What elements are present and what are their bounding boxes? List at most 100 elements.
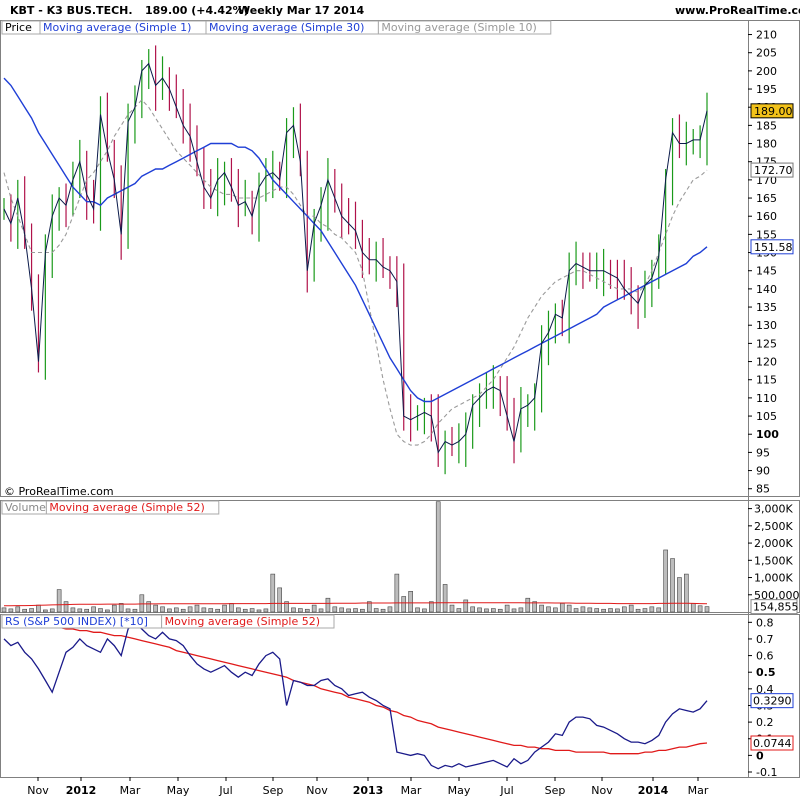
volume-bar [566, 604, 572, 613]
price-tick-label: 165 [756, 192, 777, 205]
volume-bar [105, 609, 110, 613]
volume-bar [43, 609, 48, 613]
volume-bar [91, 606, 96, 613]
volume-bar [29, 608, 34, 613]
volume-bar [187, 606, 193, 613]
volume-bar [456, 608, 462, 613]
volume-last-tag-box [750, 599, 798, 615]
volume-bar [270, 573, 276, 613]
x-tick-label: Nov [27, 784, 49, 797]
volume-last-tag: 154,855 [753, 601, 799, 614]
volume-bar [353, 608, 358, 613]
price-tick-label: 100 [756, 428, 779, 441]
rs-tick-label: -0.1 [756, 766, 777, 779]
volume-bar [435, 501, 441, 613]
volume-bar [236, 607, 241, 613]
volume-bar [15, 606, 21, 613]
ma10-price-tag: 172.70 [754, 164, 793, 177]
x-tick-label: 2013 [353, 784, 384, 797]
volume-bar [111, 604, 117, 613]
rs-legend-box [161, 614, 335, 629]
rs-value-tag: 0.3290 [753, 695, 792, 708]
volume-bar [98, 608, 103, 613]
volume-bar [553, 607, 558, 613]
volume-bar [311, 604, 317, 613]
volume-bar [594, 608, 600, 613]
volume-bar [256, 609, 262, 613]
price-legend-item: Moving average (Simple 1) [43, 21, 191, 34]
volume-bar [304, 608, 310, 613]
price-legend-box [377, 20, 552, 35]
rs-ma-value-tag: 0.0744 [753, 737, 792, 750]
rs-line [3, 621, 708, 770]
site-label: www.ProRealTime.com [675, 4, 800, 17]
volume-bar [401, 596, 407, 613]
volume-bar [298, 608, 303, 613]
volume-bar [684, 573, 689, 613]
volume-bar [615, 608, 620, 613]
volume-bar [366, 601, 372, 613]
price-tick-label: 185 [756, 119, 777, 132]
volume-bar [491, 608, 496, 613]
x-tick-label: Nov [306, 784, 328, 797]
x-tick-label: 2012 [66, 784, 97, 797]
chart-header: KBT - K3 BUS.TECH. 189.00 (+4.42%) Weekl… [0, 0, 800, 20]
rs-tick-label: 0.6 [756, 650, 774, 663]
rs-tick-label: 0.8 [756, 616, 774, 629]
volume-bar [222, 604, 227, 613]
volume-bar [22, 608, 27, 613]
x-tick-label: Nov [591, 784, 613, 797]
volume-bar [318, 608, 324, 613]
x-tick-label: Mar [401, 784, 422, 797]
volume-bar [215, 608, 220, 613]
volume-bar [477, 607, 482, 613]
last-quote: 189.00 (+4.42%) [145, 4, 249, 17]
volume-bar [332, 606, 338, 613]
volume-tick-label: 3,000K [754, 503, 793, 516]
volume-bar [263, 608, 269, 613]
price-tick-label: 125 [756, 337, 777, 350]
volume-bar [497, 608, 503, 613]
price-tick-label: 160 [756, 210, 777, 223]
volume-bar [539, 604, 544, 613]
price-tick-label: 140 [756, 283, 777, 296]
volume-bar [153, 604, 158, 613]
volume-bar [697, 605, 703, 613]
price-tick-label: 180 [756, 138, 777, 151]
rs-ma-value-tag-box [750, 735, 794, 751]
price-tick-label: 210 [756, 29, 777, 42]
volume-tick-label: 500,000 [754, 589, 800, 602]
price-tick-label: 195 [756, 83, 777, 96]
volume-bar [580, 606, 586, 613]
price-tick-label: 200 [756, 65, 777, 78]
volume-bar [118, 603, 124, 613]
volume-bar [621, 606, 627, 613]
price-panel-frame [0, 20, 800, 497]
volume-bar [704, 606, 710, 613]
volume-bar [422, 608, 427, 613]
volume-bar [84, 608, 90, 613]
volume-bar [180, 608, 186, 613]
x-tick-label: Jul [218, 784, 232, 797]
volume-bar [649, 606, 655, 613]
rs-tick-label: 0.7 [756, 633, 774, 646]
rs-value-tag-box [750, 693, 794, 709]
ma30-line [3, 77, 708, 403]
volume-tick-label: 2,000K [754, 537, 793, 550]
volume-bar [573, 608, 579, 613]
rs-ma52-line [4, 623, 708, 755]
volume-bar [442, 584, 448, 613]
x-tick-label: Mar [688, 784, 709, 797]
price-tick-label: 205 [756, 47, 777, 60]
price-legend-item: Moving average (Simple 10) [381, 21, 536, 34]
volume-bar [277, 587, 282, 613]
price-tick-label: 85 [756, 483, 770, 496]
ma30-price-tag: 151.58 [754, 241, 793, 254]
volume-bar [546, 606, 551, 613]
volume-bar [532, 601, 537, 613]
x-tick-label: 2014 [638, 784, 669, 797]
volume-bar [167, 608, 172, 613]
volume-bar [77, 608, 83, 613]
volume-bar [677, 577, 682, 613]
volume-bar [249, 608, 255, 613]
